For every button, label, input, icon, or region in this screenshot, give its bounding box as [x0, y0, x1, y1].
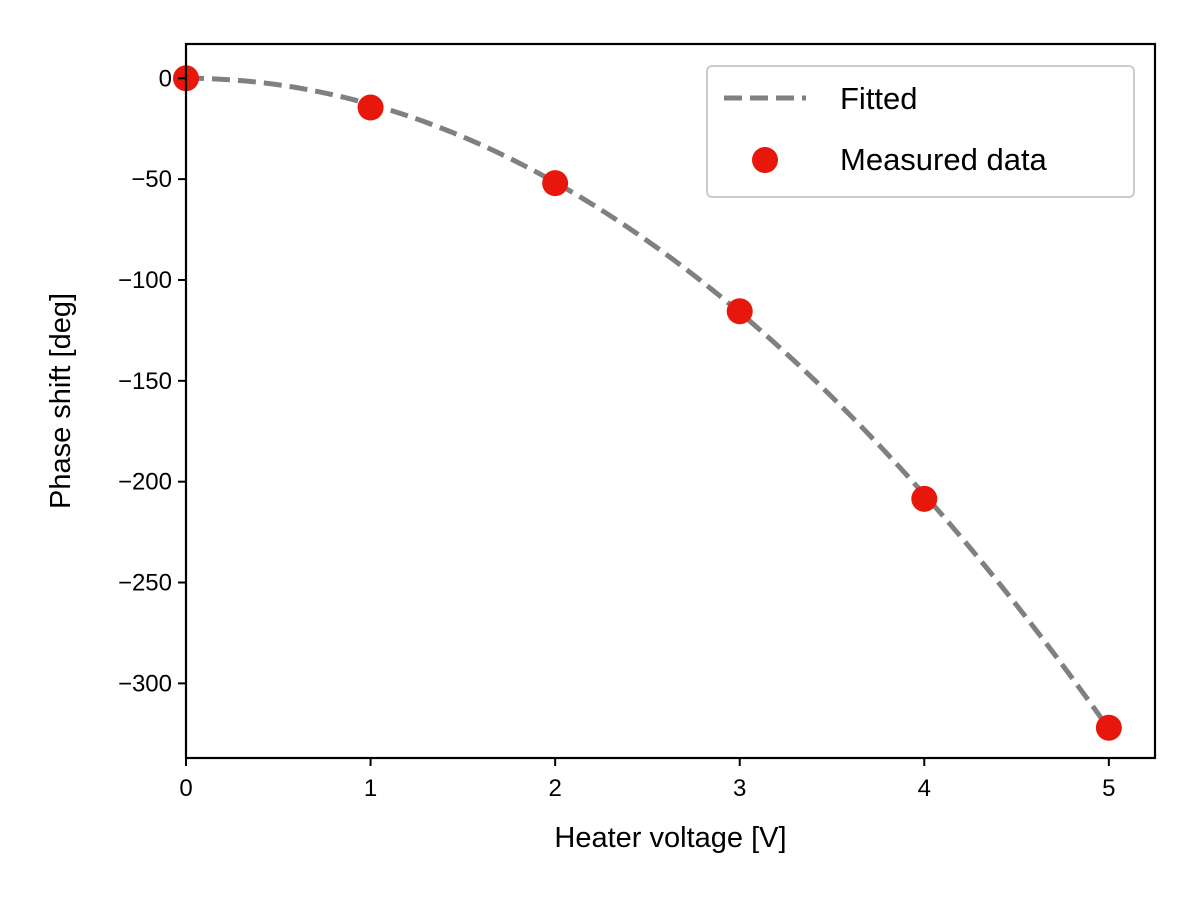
y-tick-label: −100 — [118, 267, 172, 294]
x-tick-label: 0 — [179, 775, 192, 802]
measured-data-point — [357, 94, 384, 121]
legend-label-fitted: Fitted — [840, 81, 918, 116]
x-tick-label: 4 — [918, 775, 931, 802]
measured-data-point — [726, 298, 753, 325]
measured-data-point — [542, 170, 569, 197]
y-tick-label: −150 — [118, 368, 172, 395]
plot-area — [173, 65, 1122, 741]
y-axis: 0 −50 −100 −150 −200 −250 −300 — [118, 65, 186, 697]
x-tick-label: 2 — [548, 775, 561, 802]
measured-data-point — [911, 485, 938, 512]
fitted-curve — [185, 75, 1111, 731]
y-tick-label: −250 — [118, 570, 172, 597]
legend-measured-marker — [752, 147, 778, 173]
y-tick-label: −50 — [131, 166, 172, 193]
legend: Fitted Measured data — [706, 65, 1135, 198]
x-tick-label: 5 — [1102, 775, 1115, 802]
y-tick-label: 0 — [159, 65, 172, 92]
y-tick-label: −200 — [118, 469, 172, 496]
axes-frame — [184, 42, 1157, 760]
legend-box — [706, 65, 1135, 198]
x-tick-label: 1 — [364, 775, 377, 802]
measured-data-point — [1095, 714, 1122, 741]
x-axis-label: Heater voltage [V] — [554, 822, 786, 854]
y-tick-label: −300 — [118, 670, 172, 697]
y-axis-label: Phase shift [deg] — [45, 293, 77, 509]
x-tick-label: 3 — [733, 775, 746, 802]
x-axis: 0 1 2 3 4 5 — [179, 758, 1116, 802]
legend-label-measured: Measured data — [840, 142, 1048, 177]
